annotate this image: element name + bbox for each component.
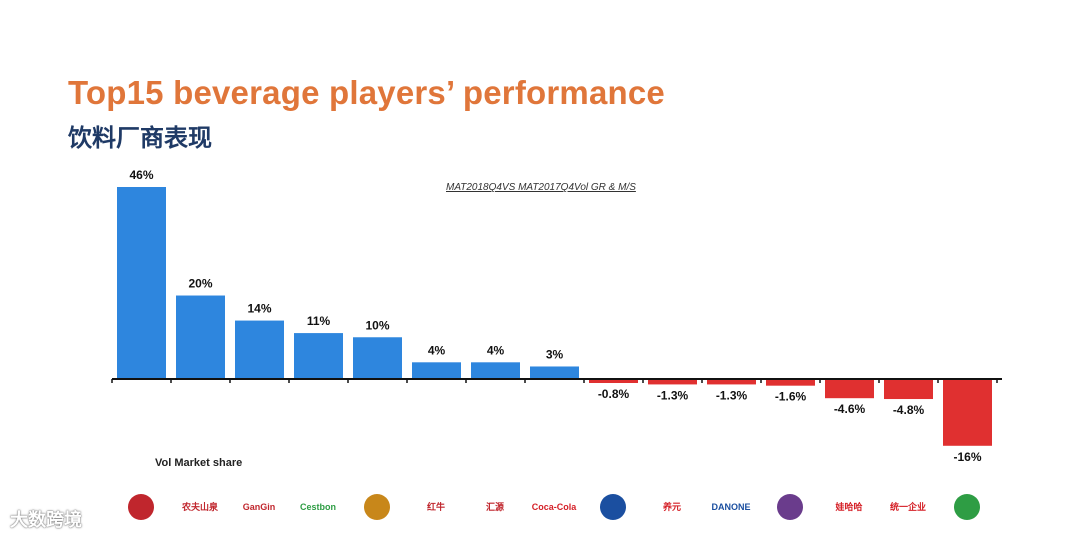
bar-5 xyxy=(353,337,402,379)
vol-market-share-label: Vol Market share xyxy=(155,457,243,469)
bar-10 xyxy=(648,379,697,385)
logo-text: 统一企业 xyxy=(889,501,926,512)
data-label-6: 4% xyxy=(428,343,446,357)
logo-emblem xyxy=(364,494,390,520)
nongfu-spring-logo-icon: 农夫山泉 xyxy=(177,486,223,528)
logo-text: 养元 xyxy=(662,501,681,512)
data-label-15: -16% xyxy=(953,450,981,464)
coca-cola-logo-icon: Coca-Cola xyxy=(531,486,577,528)
logo-emblem xyxy=(954,494,980,520)
bar-13 xyxy=(825,379,874,399)
bar-1 xyxy=(117,187,166,379)
danone-logo-icon: DANONE xyxy=(708,486,754,528)
data-label-10: -1.3% xyxy=(657,388,689,402)
pepsi-logo-icon xyxy=(590,486,636,528)
data-label-11: -1.3% xyxy=(716,388,748,402)
bar-15 xyxy=(943,379,992,446)
bar-chart: 46% 20% 14% 11% 10% 4% 4% 3% -0.8% -1.3% -1.3% -1.6… xyxy=(111,168,1002,464)
data-label-14: -4.8% xyxy=(893,403,925,417)
bar-2 xyxy=(176,295,225,379)
logo-text: Cestbon xyxy=(300,501,336,512)
bar-4 xyxy=(294,333,343,379)
logo-text: 红牛 xyxy=(426,501,445,512)
jdb-logo-icon xyxy=(944,486,990,528)
data-label-9: -0.8% xyxy=(598,387,630,401)
logo-emblem xyxy=(600,494,626,520)
yangyuan-logo-icon: 养元 xyxy=(649,486,695,528)
data-labels-group: 46% 20% 14% 11% 10% 4% 4% 3% -0.8% -1.3% -1.3% -1.6… xyxy=(129,168,981,464)
data-label-8: 3% xyxy=(546,347,564,361)
wahaha-script-logo-icon: 娃哈哈 xyxy=(826,486,872,528)
logo-text: 娃哈哈 xyxy=(835,501,863,512)
data-label-3: 14% xyxy=(247,302,271,316)
ganten-logo-icon: GanGin xyxy=(236,486,282,528)
data-label-4: 11% xyxy=(307,314,331,328)
watermark-text: 大数跨境 xyxy=(10,510,82,531)
bar-12 xyxy=(766,379,815,386)
uni-president-logo-icon: 统一企业 xyxy=(885,486,931,528)
logo-text: 汇源 xyxy=(485,501,504,512)
chart-subtitle: 饮料厂商表现 xyxy=(68,124,212,152)
bar-6 xyxy=(412,362,461,379)
bar-3 xyxy=(235,320,284,379)
data-label-13: -4.6% xyxy=(834,402,866,416)
bar-14 xyxy=(884,379,933,400)
logo-text: 农夫山泉 xyxy=(181,501,218,512)
cestbon-logo-icon: Cestbon xyxy=(295,486,341,528)
red-logo-icon xyxy=(118,486,164,528)
chart-note: MAT2018Q4VS MAT2017Q4Vol GR & M/S xyxy=(446,182,636,193)
bar-11 xyxy=(707,379,756,385)
data-label-1: 46% xyxy=(129,168,153,182)
brand-logos-row: 农夫山泉 GanGin Cestbon 红牛 汇源 Coca-Cola 养元 DANONE 娃哈… xyxy=(0,486,1080,536)
bar-8 xyxy=(530,366,579,379)
logo-text: DANONE xyxy=(711,501,751,512)
bar-7 xyxy=(471,362,520,379)
data-label-7: 4% xyxy=(487,343,505,357)
logo-text: GanGin xyxy=(242,501,276,512)
bar-9 xyxy=(589,379,638,383)
redbull-logo-icon: 红牛 xyxy=(413,486,459,528)
data-label-5: 10% xyxy=(365,318,389,332)
wanglaoji-logo-icon xyxy=(354,486,400,528)
huiyuan-logo-icon: 汇源 xyxy=(472,486,518,528)
tick-marks-group xyxy=(111,379,998,383)
chart-title: Top15 beverage players’ performance xyxy=(68,74,665,111)
logo-text: Coca-Cola xyxy=(531,501,577,512)
wahaha-logo-icon xyxy=(767,486,813,528)
data-label-12: -1.6% xyxy=(775,390,807,404)
bars-group xyxy=(117,187,992,446)
logo-emblem xyxy=(777,494,803,520)
logo-emblem xyxy=(128,494,154,520)
data-label-2: 20% xyxy=(188,277,212,291)
